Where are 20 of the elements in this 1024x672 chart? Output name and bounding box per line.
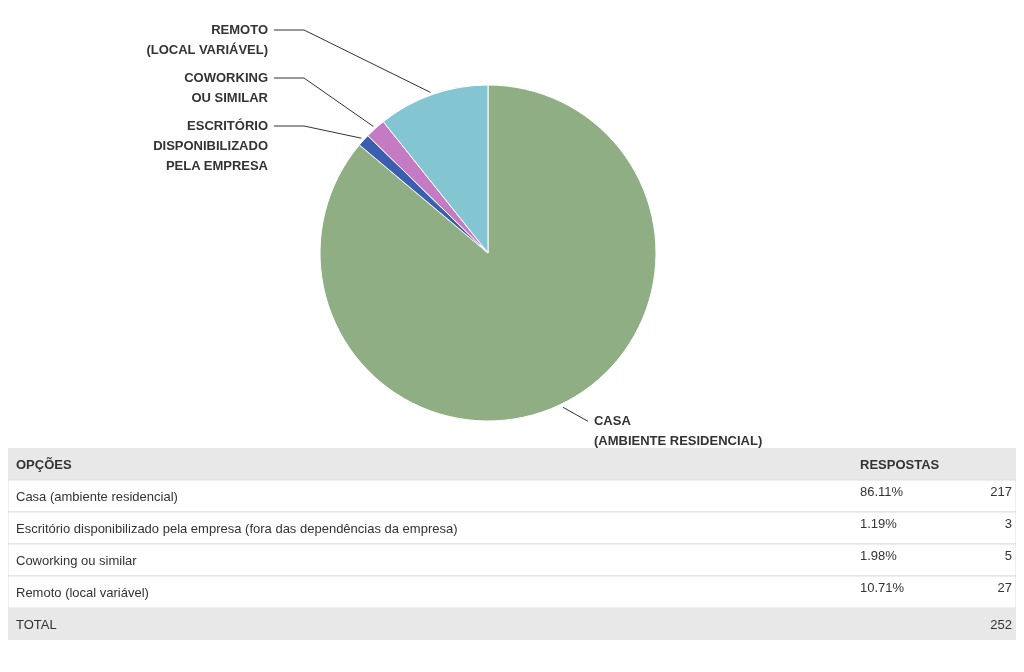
text: 27 [997,580,1012,595]
text: RESPOSTAS [860,457,940,472]
text: Coworking ou similar [16,553,138,568]
text: Remoto (local variável) [16,585,149,600]
slice-label: CASA (AMBIENTE RESIDENCIAL) [593,413,763,449]
slice-label: COWORKING OU SIMILAR [184,70,269,105]
text: 10.71% [860,580,905,595]
text: 5 [1004,548,1012,563]
text: 3 [1004,516,1012,531]
text: 252 [990,617,1012,632]
text: Casa (ambiente residencial) [16,489,178,504]
slice-label: REMOTO (LOCAL VARIÁVEL) [146,22,268,57]
slice-label: ESCRITÓRIO DISPONIBILIZADO PELA EMPRESA [153,118,269,173]
text: TOTAL [16,617,57,632]
text: 1.98% [860,548,898,563]
text: Escritório disponibilizado pela empresa (fora das dependências da empresa) [16,521,458,536]
text: 86.11% [860,484,904,499]
text: 1.19% [860,516,898,531]
text: OPÇÕES [16,457,72,472]
text: 217 [990,484,1012,499]
